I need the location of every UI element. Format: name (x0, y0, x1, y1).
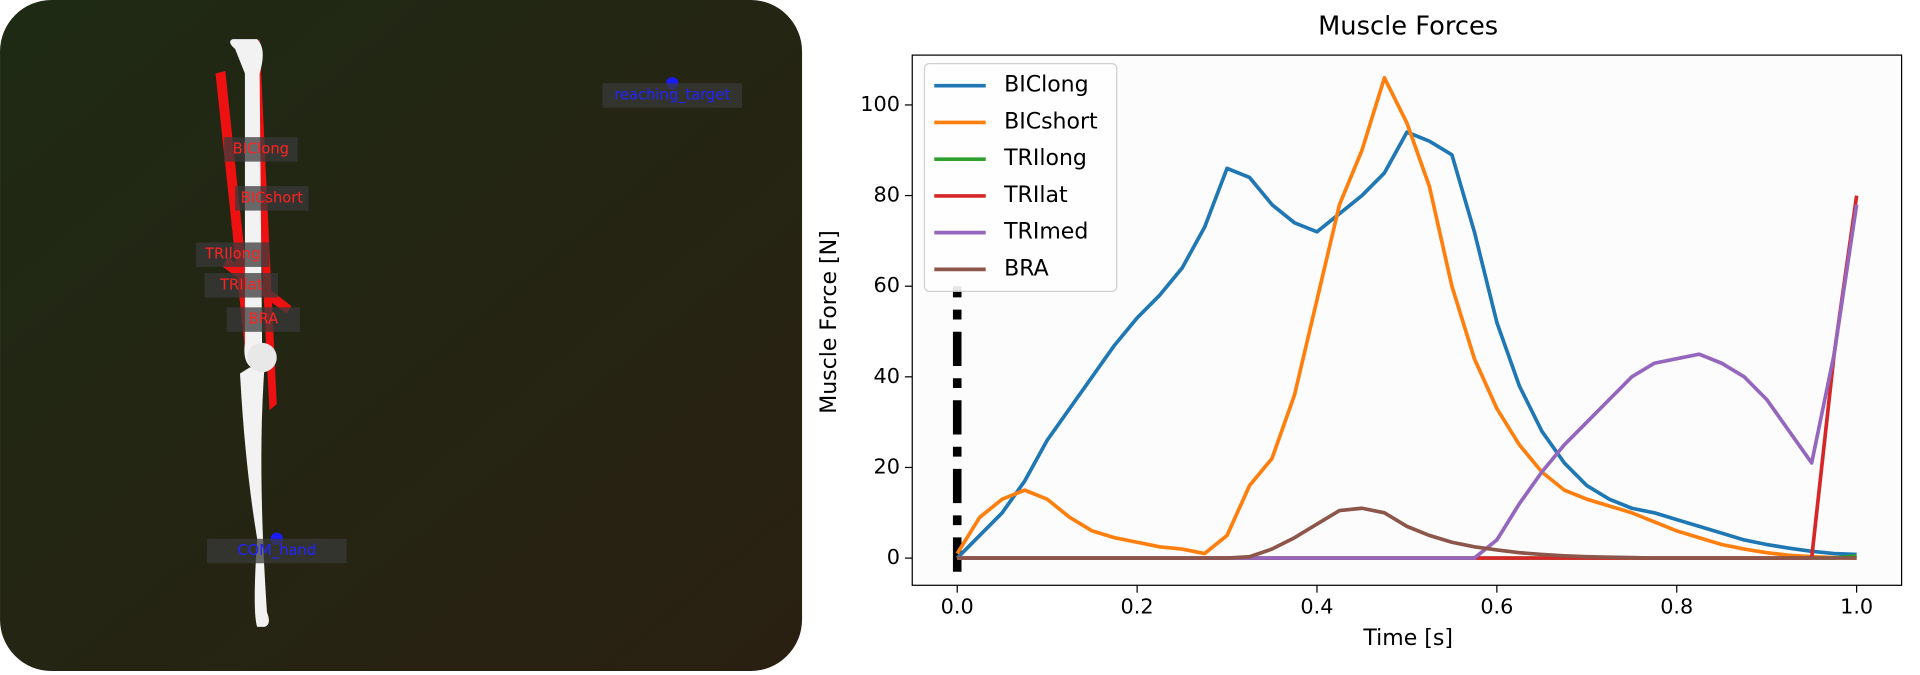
chart-title: Muscle Forces (1318, 11, 1498, 41)
label-box (235, 186, 309, 211)
y-tick-label: 40 (874, 364, 900, 388)
muscle-label: BICshort (241, 189, 304, 206)
series-line (957, 506, 1857, 560)
y-tick-label: 60 (874, 273, 900, 297)
muscle-label: BIClong (233, 140, 289, 157)
label-box (224, 137, 298, 162)
x-tick-label: 0.0 (941, 594, 974, 618)
label-box (602, 83, 743, 108)
legend-label: BIClong (1004, 73, 1089, 98)
y-axis-label: Muscle Force [N] (817, 230, 842, 414)
muscle-label: BRA (248, 311, 278, 328)
x-axis-label: Time [s] (1362, 626, 1453, 651)
x-tick-label: 1.0 (1840, 594, 1873, 618)
scene-view (0, 0, 803, 671)
series-line (955, 130, 1857, 560)
x-tick-label: 0.2 (1121, 594, 1154, 618)
label-box (226, 307, 301, 332)
scene-labels: BIClong BICshort TRIlong TRIlat BRA reaching_… (195, 77, 743, 564)
marker-label: reaching_target (614, 87, 730, 104)
legend-label: BICshort (1004, 109, 1098, 134)
legend-label: TRIlong (1003, 146, 1087, 171)
y-tick-label: 80 (874, 183, 900, 207)
y-tick-label: 100 (860, 92, 900, 116)
x-tick-label: 0.4 (1300, 594, 1333, 618)
marker-label: COM_hand (237, 542, 316, 559)
muscle-label: TRIlong (204, 246, 260, 263)
muscle-label: TRIlat (219, 276, 263, 293)
legend-label: TRImed (1003, 220, 1088, 245)
label-box (204, 273, 278, 298)
label-box (206, 538, 347, 564)
x-tick-label: 0.8 (1660, 594, 1693, 618)
legend-label: TRIlat (1003, 183, 1068, 208)
y-tick-label: 20 (874, 454, 900, 478)
y-tick-label: 0 (887, 545, 900, 569)
label-box (195, 242, 270, 267)
plot-area: 0.0 0.2 0.4 0.6 0.8 1.0 0 20 40 60 80 100 BIClong BIC… (860, 54, 1903, 618)
x-tick-label: 0.6 (1480, 594, 1513, 618)
legend-label: BRA (1004, 256, 1049, 281)
series-line (955, 75, 1857, 560)
